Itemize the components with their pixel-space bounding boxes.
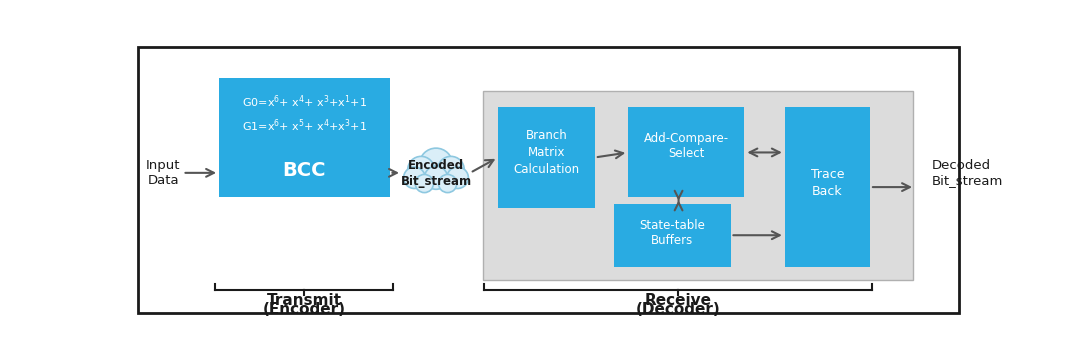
Text: Matrix: Matrix xyxy=(528,146,565,159)
Text: (Decoder): (Decoder) xyxy=(636,302,720,316)
Text: (Encoder): (Encoder) xyxy=(263,302,346,316)
Circle shape xyxy=(447,167,469,189)
Text: Input
Data: Input Data xyxy=(146,159,181,187)
Text: Branch: Branch xyxy=(525,129,567,142)
Text: Receive: Receive xyxy=(644,293,712,308)
Text: Trace: Trace xyxy=(811,168,844,181)
Text: Back: Back xyxy=(812,185,843,198)
FancyBboxPatch shape xyxy=(614,204,731,267)
Circle shape xyxy=(415,174,433,193)
Text: G0=x$^6$+ x$^4$+ x$^3$+x$^1$+1: G0=x$^6$+ x$^4$+ x$^3$+x$^1$+1 xyxy=(242,93,367,110)
Text: BCC: BCC xyxy=(282,161,326,180)
Text: Bit_stream: Bit_stream xyxy=(400,175,472,188)
FancyBboxPatch shape xyxy=(628,108,745,198)
Circle shape xyxy=(403,167,425,189)
Circle shape xyxy=(438,156,464,183)
Text: Buffers: Buffers xyxy=(652,234,693,247)
FancyBboxPatch shape xyxy=(483,91,913,280)
FancyBboxPatch shape xyxy=(498,108,595,208)
Circle shape xyxy=(408,156,434,183)
Text: Calculation: Calculation xyxy=(514,163,580,176)
Text: State-table: State-table xyxy=(640,219,705,232)
Text: Encoded: Encoded xyxy=(408,159,464,172)
FancyBboxPatch shape xyxy=(219,78,389,198)
FancyBboxPatch shape xyxy=(784,108,870,267)
Text: Decoded
Bit_stream: Decoded Bit_stream xyxy=(932,159,1004,187)
Text: Transmit: Transmit xyxy=(266,293,341,308)
Circle shape xyxy=(425,166,447,189)
Text: G1=x$^6$+ x$^5$+ x$^4$+x$^3$+1: G1=x$^6$+ x$^5$+ x$^4$+x$^3$+1 xyxy=(242,117,367,134)
Text: Add-Compare-: Add-Compare- xyxy=(644,132,729,145)
Circle shape xyxy=(439,174,457,193)
Text: Select: Select xyxy=(668,147,704,161)
Circle shape xyxy=(419,148,453,181)
